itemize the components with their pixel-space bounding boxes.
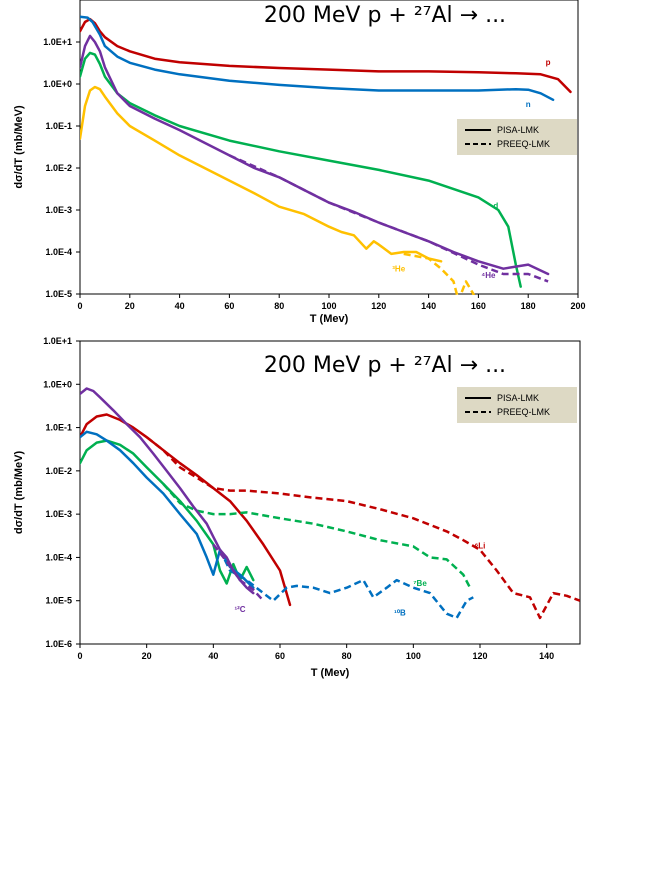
y-tick-label: 1.0E-3 (45, 509, 72, 519)
y-tick-label: 1.0E+1 (43, 37, 72, 47)
plot-frame (79, 340, 581, 645)
series-group (80, 15, 572, 295)
y-tick-label: 1.0E+0 (43, 79, 72, 89)
y-tick-label: 1.0E-2 (45, 466, 72, 476)
chart-title: 200 MeV p + ²⁷Al → ... (264, 353, 506, 378)
series-label: ⁶Li (475, 542, 486, 551)
legend-label: PREEQ-LMK (497, 139, 550, 149)
x-axis-label: T (Mev) (310, 313, 349, 325)
x-tick-label: 40 (175, 301, 185, 311)
y-tick-label: 1.0E+1 (43, 336, 72, 346)
x-tick-label: 140 (539, 651, 554, 661)
chart-panel-bottom: 1.0E-6 1.0E-5 1.0E-4 1.0E-3 1.0E-2 1.0E-1 1.0E… (13, 336, 581, 679)
series-label: ⁷Be (413, 579, 427, 588)
x-tick-label: 80 (342, 651, 352, 661)
legend-box (457, 387, 577, 423)
y-tick-label: 1.0E+0 (43, 379, 72, 389)
series-line-dashed (218, 549, 474, 620)
series-line-solid (80, 387, 255, 595)
series-label: ⁴He (481, 271, 496, 280)
y-tick-label: 1.0E-1 (45, 423, 72, 433)
x-tick-label: 140 (421, 301, 436, 311)
legend: PISA-LMK PREEQ-LMK (457, 119, 577, 155)
y-tick-label: 1.0E-6 (45, 639, 72, 649)
x-tick-label: 100 (321, 301, 336, 311)
series-line-solid (80, 430, 255, 589)
series-label: n (526, 100, 531, 109)
legend-label: PISA-LMK (497, 393, 539, 403)
series-line-dashed (162, 483, 472, 589)
series-label: ¹²C (234, 605, 245, 614)
x-tick-label: 180 (521, 301, 536, 311)
y-tick-label: 1.0E-5 (45, 289, 72, 299)
series-line-solid (80, 439, 255, 585)
legend-box (457, 119, 577, 155)
x-tick-label: 100 (406, 651, 421, 661)
legend: PISA-LMK PREEQ-LMK (457, 387, 577, 423)
series-line-solid (80, 85, 443, 263)
y-tick-label: 1.0E-4 (45, 552, 72, 562)
x-tick-label: 0 (77, 651, 82, 661)
y-axis-label: dσ/dT (mb/MeV) (13, 105, 25, 189)
y-tick-label: 1.0E-1 (45, 121, 72, 131)
y-tick-label: 1.0E-4 (45, 247, 72, 257)
series-line-solid (80, 34, 550, 276)
x-tick-label: 20 (125, 301, 135, 311)
y-axis-label: dσ/dT (mb/MeV) (13, 451, 25, 535)
series-group (80, 387, 580, 620)
series-line-dashed (228, 154, 549, 283)
series-line-solid (80, 15, 555, 102)
legend-label: PREEQ-LMK (497, 407, 550, 417)
series-line-solid (80, 413, 292, 607)
series-line-dashed (145, 436, 580, 620)
x-tick-label: 120 (472, 651, 487, 661)
x-axis-label: T (Mev) (311, 667, 350, 679)
series-label: ³He (392, 265, 405, 274)
x-tick-label: 120 (371, 301, 386, 311)
legend-label: PISA-LMK (497, 125, 539, 135)
series-label: ¹⁰B (394, 609, 406, 618)
x-tick-label: 160 (471, 301, 486, 311)
x-tick-label: 60 (275, 651, 285, 661)
series-line-solid (80, 17, 572, 94)
x-tick-label: 60 (224, 301, 234, 311)
x-tick-label: 40 (208, 651, 218, 661)
series-label: d (493, 201, 498, 210)
x-tick-label: 20 (142, 651, 152, 661)
y-tick-label: 1.0E-3 (45, 205, 72, 215)
y-tick-label: 1.0E-2 (45, 163, 72, 173)
series-line-solid (80, 51, 522, 288)
series-label: p (546, 58, 551, 67)
chart-title: 200 MeV p + ²⁷Al → ... (264, 3, 506, 28)
x-tick-label: 80 (274, 301, 284, 311)
x-tick-label: 0 (77, 301, 82, 311)
x-tick-label: 200 (570, 301, 585, 311)
y-tick-label: 1.0E-5 (45, 596, 72, 606)
chart-panel-top: 1.0E-5 1.0E-4 1.0E-3 1.0E-2 1.0E-1 1.0E+0 1.0E… (13, 0, 586, 325)
